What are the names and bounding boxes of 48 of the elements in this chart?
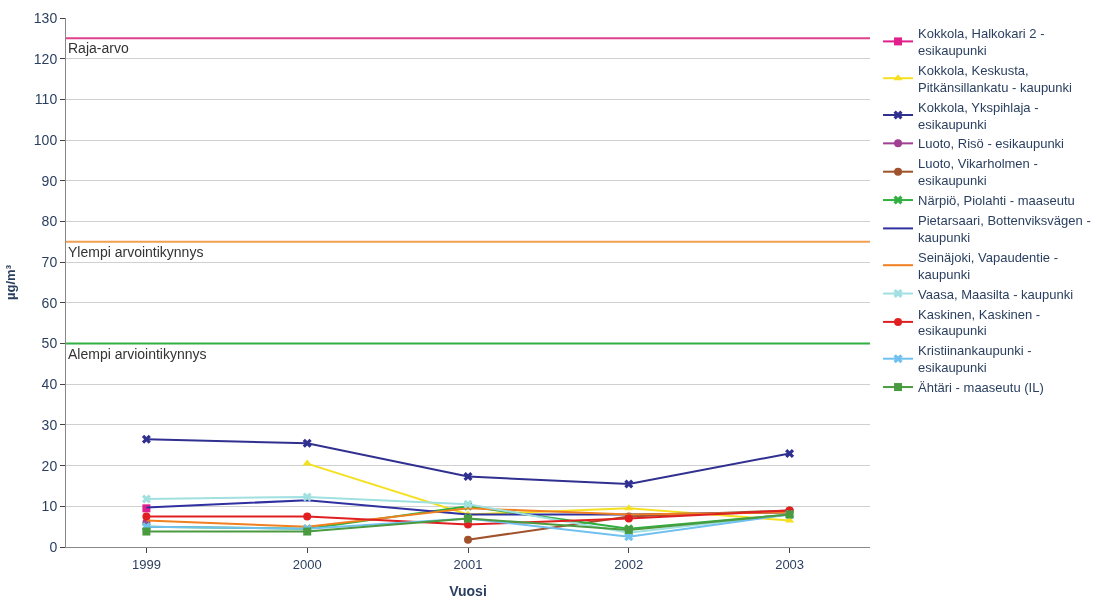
x-tick-label: 2000	[292, 556, 322, 572]
legend-label: Kristiinankaupunki - esikaupunki	[918, 343, 1032, 376]
x-tick-label: 2001	[453, 556, 483, 572]
ref-line-label: Ylempi arvointikynnys	[68, 244, 204, 260]
legend-label: Kaskinen, Kaskinen - esikaupunki	[918, 306, 1041, 339]
y-tick-label: 110	[34, 91, 58, 108]
y-tick-label: 10	[41, 498, 58, 515]
legend-label: Kokkola, Keskusta, Pitkänsillankatu - kaupunki	[918, 62, 1073, 95]
legend-label: Ähtäri - maaseutu (IL)	[918, 380, 1044, 396]
ref-line-label: Raja-arvo	[68, 40, 129, 56]
y-tick-label: 40	[41, 376, 58, 393]
legend-label: Seinäjoki, Vapaudentie - kaupunki	[918, 249, 1059, 282]
point	[463, 472, 473, 482]
y-tick-label: 90	[41, 172, 58, 189]
legend-label: Närpiö, Piolahti - maaseutu	[918, 193, 1075, 209]
x-axis-title: Vuosi	[449, 582, 487, 599]
ref-line-label: Alempi arviointikynnys	[68, 346, 207, 362]
point	[464, 535, 472, 544]
y-tick-label: 0	[49, 538, 58, 555]
y-tick-label: 20	[41, 457, 58, 474]
point	[302, 459, 312, 466]
point	[624, 479, 634, 489]
point	[142, 527, 151, 536]
y-tick-label: 100	[33, 131, 58, 148]
x-tick-label: 1999	[131, 556, 161, 572]
point	[303, 512, 312, 521]
point	[302, 492, 312, 502]
point	[141, 494, 151, 504]
y-tick-label: 70	[41, 254, 58, 271]
point	[141, 434, 151, 444]
legend-label: Pietarsaari, Bottenviksvägen - kaupunki	[918, 213, 1091, 245]
x-tick-label: 2003	[775, 556, 805, 572]
y-tick-label: 120	[33, 50, 58, 67]
x-tick-label: 2002	[614, 556, 644, 572]
legend-label: Luoto, Risö - esikaupunki	[918, 136, 1065, 152]
point	[785, 448, 795, 458]
y-tick-label: 80	[41, 213, 58, 230]
y-tick-label: 130	[33, 9, 58, 26]
y-tick-label: 60	[41, 294, 58, 311]
legend-label: Kokkola, Halkokari 2 - esikaupunki	[918, 26, 1045, 58]
legend-label: Luoto, Vikarholmen - esikaupunki	[918, 156, 1038, 189]
y-axis-title: µg/m³	[2, 264, 18, 300]
legend-label: Kokkola, Ykspihlaja - esikaupunki	[918, 99, 1039, 132]
y-tick-label: 50	[41, 335, 58, 352]
point	[142, 512, 151, 521]
y-tick-label: 30	[41, 416, 58, 433]
legend-label: Vaasa, Maasilta - kaupunki	[918, 286, 1074, 302]
point	[302, 438, 312, 448]
